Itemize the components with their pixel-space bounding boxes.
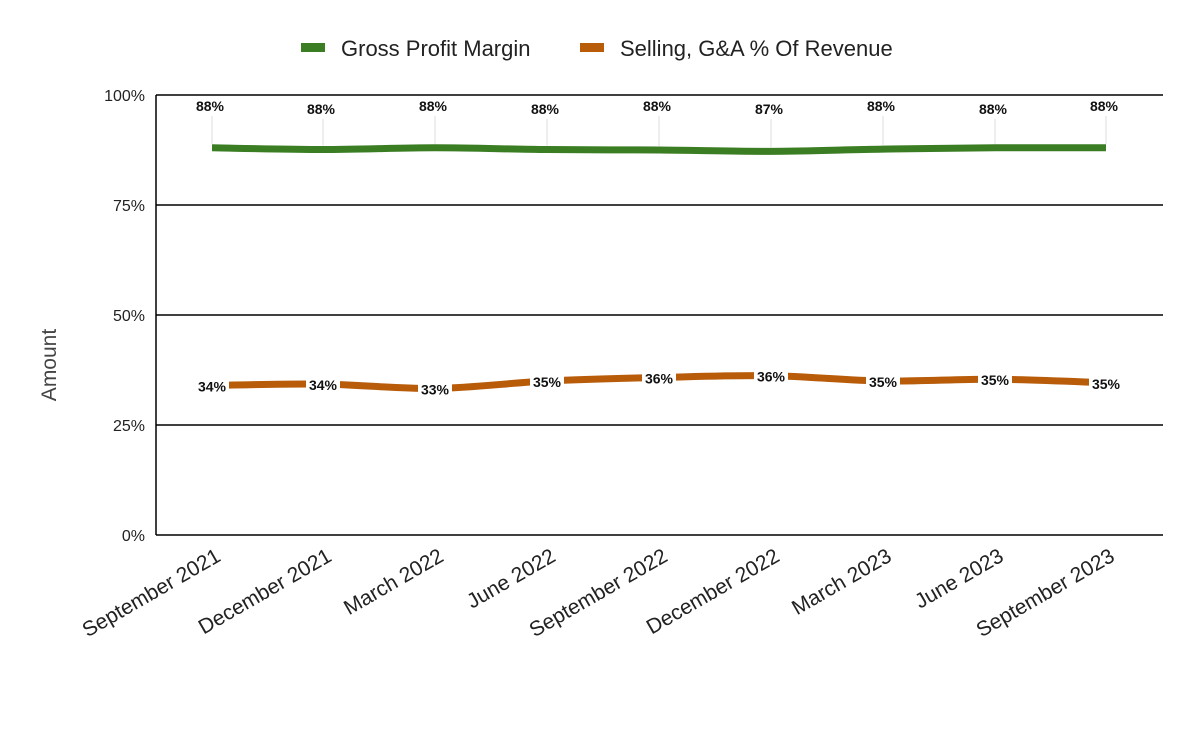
data-label-bg	[1089, 374, 1123, 393]
data-label: 88%	[307, 101, 336, 117]
y-tick-label: 100%	[104, 88, 145, 105]
data-label: 35%	[1092, 376, 1121, 392]
y-tick-label: 75%	[113, 198, 145, 215]
y-tick-label: 0%	[122, 528, 145, 545]
x-tick-label: June 2022	[463, 544, 559, 613]
data-label: 35%	[869, 374, 898, 390]
legend: Gross Profit Margin Selling, G&A % Of Rev…	[301, 36, 893, 61]
data-label-bg	[418, 380, 452, 399]
x-tick-label: March 2023	[788, 544, 896, 619]
data-label: 87%	[755, 101, 784, 117]
series-lines	[211, 144, 1107, 393]
data-label: 34%	[198, 378, 227, 394]
data-label-bg	[530, 373, 564, 391]
gridlines	[155, 94, 1163, 536]
data-label: 33%	[421, 381, 450, 397]
legend-label: Gross Profit Margin	[341, 36, 531, 61]
y-tick-label: 25%	[113, 418, 145, 435]
y-axis-ticks: 0% 25% 50% 75% 100%	[104, 88, 145, 545]
data-labels: 88% 88% 88% 88% 88% 87% 88% 88% 88% 34% 34% 33% 35% 3…	[195, 98, 1123, 399]
x-tick-label: June 2023	[911, 544, 1007, 613]
legend-swatch	[580, 43, 604, 52]
y-axis-title-group: Amount	[38, 329, 61, 402]
legend-label: Selling, G&A % Of Revenue	[620, 36, 893, 61]
series-line	[211, 144, 1107, 155]
data-label-bg	[306, 376, 340, 395]
data-label: 88%	[643, 98, 672, 114]
data-label: 36%	[645, 370, 674, 386]
data-label: 88%	[196, 98, 225, 114]
x-tick-label: March 2022	[340, 544, 448, 619]
data-label: 34%	[309, 377, 338, 393]
legend-swatch	[301, 43, 325, 52]
data-label: 35%	[533, 374, 562, 390]
y-axis-title: Amount	[38, 329, 61, 402]
label-leader-lines	[211, 116, 1107, 148]
data-label: 88%	[979, 101, 1008, 117]
data-label-bg	[866, 373, 900, 391]
data-label-bg	[754, 367, 788, 386]
data-label: 88%	[531, 101, 560, 117]
data-label-bg	[642, 369, 676, 388]
data-label: 88%	[867, 98, 896, 114]
data-label-bg	[978, 371, 1012, 390]
data-label-bg	[195, 377, 229, 396]
data-label: 36%	[757, 369, 786, 385]
data-label: 88%	[1090, 98, 1119, 114]
data-label: 88%	[419, 98, 448, 114]
y-tick-label: 50%	[113, 308, 145, 325]
data-label: 35%	[981, 372, 1010, 388]
